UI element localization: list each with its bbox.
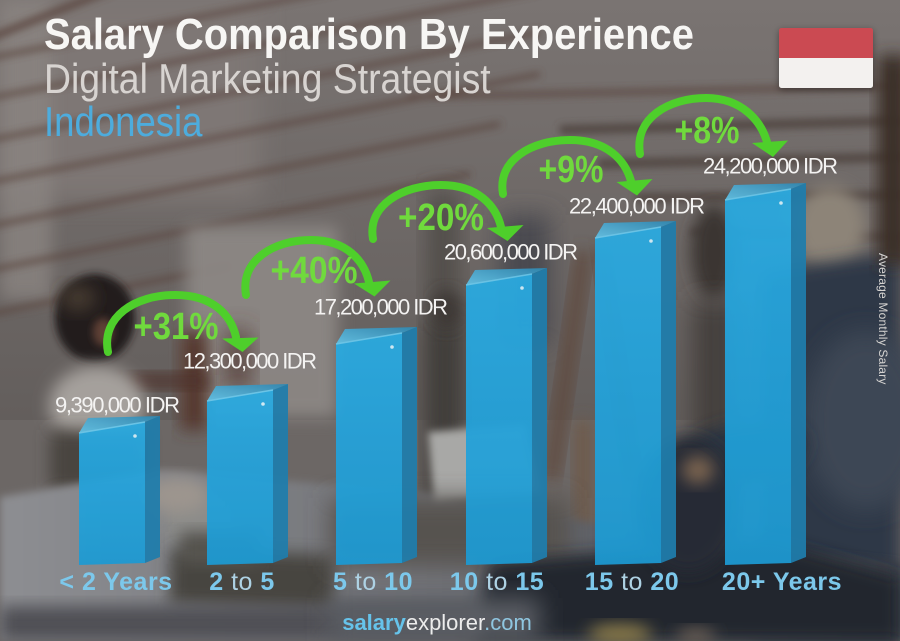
svg-text:9,390,000 IDR: 9,390,000 IDR — [55, 393, 180, 418]
svg-text:22,400,000 IDR: 22,400,000 IDR — [569, 194, 705, 219]
svg-text:12,300,000 IDR: 12,300,000 IDR — [183, 349, 317, 374]
svg-text:17,200,000 IDR: 17,200,000 IDR — [314, 295, 448, 320]
svg-text:+9%: +9% — [539, 149, 604, 191]
svg-text:+20%: +20% — [398, 197, 484, 239]
svg-text:+40%: +40% — [271, 250, 358, 292]
svg-text:+8%: +8% — [675, 110, 740, 152]
svg-text:20,600,000 IDR: 20,600,000 IDR — [444, 240, 578, 265]
svg-text:24,200,000 IDR: 24,200,000 IDR — [703, 154, 838, 179]
svg-text:+31%: +31% — [134, 306, 219, 348]
